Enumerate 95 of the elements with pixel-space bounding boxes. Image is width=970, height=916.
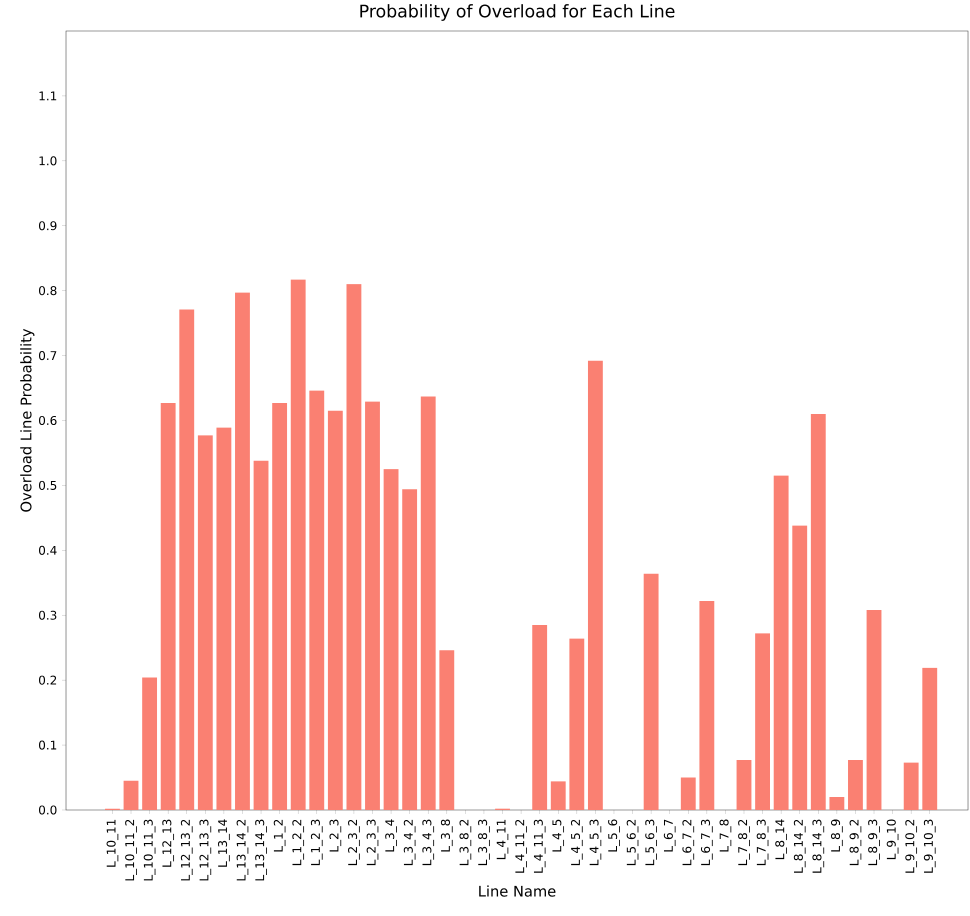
y-axis-title: Overload Line Probability: [20, 328, 34, 512]
x-tick-label: L_10_11_3: [144, 820, 156, 880]
x-tick-label: L_3_8: [440, 820, 453, 852]
x-tick-label: L_4_11_2: [515, 820, 527, 873]
x-tick-label: L_6_7_3: [700, 820, 713, 866]
x-tick-label: L_4_5: [552, 820, 564, 852]
x-tick-label: L_8_9_2: [850, 820, 862, 866]
x-tick-label: L_2_3: [329, 820, 342, 852]
bar: [402, 489, 418, 810]
x-tick-label: L_12_13: [162, 820, 174, 867]
x-tick-label: L_5_6: [608, 819, 620, 852]
bar: [810, 414, 826, 810]
x-tick-label: L_8_14_3: [812, 820, 824, 873]
bar: [736, 760, 752, 810]
y-tick-label: 0.1: [39, 740, 56, 750]
x-tick-label: L_9_10: [886, 820, 898, 860]
bar: [160, 402, 176, 810]
x-tick-label: L_4_5_3: [590, 820, 602, 866]
x-tick-label: L_9_10_2: [905, 820, 918, 873]
y-tick-label: 0.2: [39, 676, 56, 685]
x-tick-label: L_1_2: [274, 820, 286, 852]
x-tick-label: L_3_4_2: [404, 820, 416, 866]
x-tick-label: L_10_11: [106, 820, 118, 867]
bar: [254, 460, 268, 810]
bar: [922, 668, 938, 810]
bar: [680, 778, 696, 810]
x-tick-label: L_6_7_2: [682, 820, 694, 866]
x-tick-label: L_8_14_2: [794, 820, 806, 873]
x-tick-label: L_2_3_2: [348, 820, 360, 866]
x-tick-label: L_3_4: [385, 819, 397, 852]
bar: [420, 396, 436, 810]
bar: [272, 402, 288, 810]
x-tick-label: L_2_3_3: [366, 820, 378, 866]
bar: [848, 760, 863, 810]
bar: [774, 476, 789, 810]
y-tick-label: 1.0: [40, 156, 56, 166]
x-tick-label: L_8_14: [775, 819, 788, 860]
y-tick-label: 0.7: [39, 351, 56, 360]
bar: [216, 428, 232, 810]
bar: [588, 360, 603, 810]
bar: [179, 309, 194, 810]
y-tick-label: 0.4: [39, 546, 57, 555]
bar: [532, 624, 548, 810]
bar: [866, 610, 882, 810]
bar: [142, 678, 158, 810]
x-tick-label: L_3_8_3: [478, 820, 490, 866]
y-tick-label: 0.6: [39, 416, 57, 426]
bar: [235, 292, 250, 810]
y-tick-label: 0.5: [39, 480, 56, 490]
bar: [792, 526, 808, 810]
bar: [550, 781, 566, 810]
bar: [384, 469, 398, 810]
x-tick-label: L_4_11_3: [534, 820, 546, 873]
x-tick-label: L_12_13_2: [180, 820, 193, 880]
x-tick-label: L_10_11_2: [125, 820, 137, 880]
x-tick-label: L_13_14_2: [236, 820, 248, 880]
y-tick-label: 0.3: [39, 610, 56, 620]
x-tick-label: L_1_2_3: [310, 820, 323, 866]
x-tick-label: L_9_10_3: [924, 820, 936, 873]
bar: [829, 797, 844, 810]
bar: [198, 435, 213, 810]
chart-title: Probability of Overload for Each Line: [360, 4, 674, 21]
bar: [904, 762, 919, 810]
y-tick-label: 1.1: [40, 92, 56, 100]
bar: [644, 574, 659, 810]
bar: [699, 600, 714, 810]
x-tick-label: L_13_14_3: [255, 820, 267, 880]
y-tick-label: 0.9: [39, 221, 56, 230]
x-tick-label: L_5_6_3: [645, 820, 657, 866]
y-tick-label: 0.0: [39, 805, 56, 815]
x-tick-label: L_3_4_3: [422, 820, 434, 866]
x-tick-label: L_7_8_3: [756, 820, 768, 866]
x-tick-label: L_4_5_2: [570, 820, 583, 866]
x-tick-label: L_4_11: [496, 820, 508, 860]
x-tick-label: L_7_8: [720, 820, 732, 852]
bar: [124, 780, 138, 810]
bar: [755, 633, 770, 810]
bar: [569, 638, 584, 810]
x-tick-label: L_3_8_2: [460, 820, 472, 866]
x-tick-label: L_8_9: [831, 820, 843, 852]
x-tick-label: L_12_13_3: [199, 820, 212, 880]
bar: [290, 280, 306, 810]
x-axis-title: Line Name: [479, 885, 556, 897]
bar: [439, 650, 454, 810]
y-tick-label: 0.8: [39, 286, 56, 296]
x-tick-label: L_8_9_3: [868, 820, 880, 866]
bar: [328, 410, 343, 810]
x-tick-label: L_1_2_2: [292, 820, 304, 866]
bar: [365, 402, 380, 810]
bar: [309, 390, 324, 810]
x-tick-label: L_13_14: [218, 819, 230, 867]
bar: [346, 284, 362, 810]
x-tick-label: L_6_7: [664, 820, 676, 852]
x-tick-label: L_7_8_2: [738, 820, 750, 866]
x-tick-label: L_5_6_2: [626, 820, 638, 866]
